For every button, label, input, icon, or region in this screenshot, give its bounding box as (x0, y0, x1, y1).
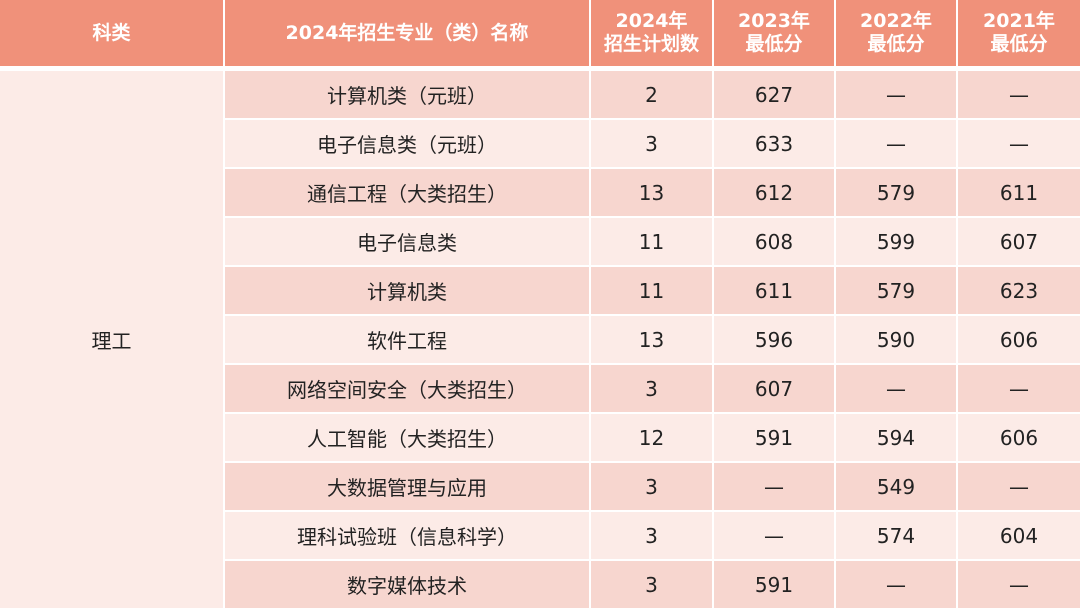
table-row: 理工 计算机类（元班） 2 627 — — (0, 68, 1080, 610)
min-2023-cell: — (713, 462, 836, 512)
header-plan-2024: 2024年 招生计划数 (590, 0, 714, 71)
header-row: 科类 2024年招生专业（类）名称 2024年 招生计划数 2023年 最低分 … (0, 0, 1080, 71)
min-2021-cell: 606 (957, 413, 1080, 463)
plan-2024-cell: 11 (590, 266, 714, 316)
plan-2024-cell: 11 (590, 217, 714, 267)
category-cell: 理工 (0, 68, 225, 610)
min-2023-cell: 633 (713, 119, 836, 169)
min-2023-cell: 591 (713, 413, 836, 463)
min-2022-cell: — (835, 119, 958, 169)
min-2021-cell: 604 (957, 511, 1080, 561)
plan-2024-cell: 13 (590, 168, 714, 218)
min-2021-cell: — (957, 364, 1080, 414)
header-plan-2024-line2: 招生计划数 (603, 33, 699, 55)
min-2022-cell: 599 (835, 217, 958, 267)
min-2022-cell: 579 (835, 266, 958, 316)
min-2021-cell: — (957, 68, 1080, 120)
plan-2024-cell: 3 (590, 560, 714, 610)
plan-2024-cell: 3 (590, 119, 714, 169)
plan-2024-cell: 3 (590, 462, 714, 512)
plan-2024-cell: 3 (590, 364, 714, 414)
min-2023-cell: 612 (713, 168, 836, 218)
min-2021-cell: 606 (957, 315, 1080, 365)
min-2023-cell: 611 (713, 266, 836, 316)
table-row: 理科试验班（信息科学） 3 — 574 604 (0, 511, 1080, 561)
min-2021-cell: 611 (957, 168, 1080, 218)
table-body: 理工 计算机类（元班） 2 627 — — 电子信息类（元班） 3 633 — … (0, 68, 1080, 610)
major-cell: 人工智能（大类招生） (224, 413, 591, 463)
major-cell: 大数据管理与应用 (224, 462, 591, 512)
table-row: 电子信息类 11 608 599 607 (0, 217, 1080, 267)
min-2023-cell: 608 (713, 217, 836, 267)
table-row: 软件工程 13 596 590 606 (0, 315, 1080, 365)
min-2022-cell: — (835, 68, 958, 120)
header-min-2022: 2022年 最低分 (835, 0, 958, 71)
min-2021-cell: 607 (957, 217, 1080, 267)
major-cell: 计算机类（元班） (224, 68, 591, 120)
min-2021-cell: — (957, 560, 1080, 610)
table-row: 通信工程（大类招生） 13 612 579 611 (0, 168, 1080, 218)
min-2023-cell: 607 (713, 364, 836, 414)
major-cell: 电子信息类 (224, 217, 591, 267)
min-2021-cell: — (957, 119, 1080, 169)
min-2022-cell: 594 (835, 413, 958, 463)
major-cell: 软件工程 (224, 315, 591, 365)
major-cell: 网络空间安全（大类招生） (224, 364, 591, 414)
table-row: 电子信息类（元班） 3 633 — — (0, 119, 1080, 169)
min-2021-cell: — (957, 462, 1080, 512)
plan-2024-cell: 2 (590, 68, 714, 120)
plan-2024-cell: 12 (590, 413, 714, 463)
header-min-2022-line2: 最低分 (867, 33, 925, 55)
min-2022-cell: 574 (835, 511, 958, 561)
table-header: 科类 2024年招生专业（类）名称 2024年 招生计划数 2023年 最低分 … (0, 0, 1080, 71)
min-2023-cell: 591 (713, 560, 836, 610)
min-2023-cell: 627 (713, 68, 836, 120)
header-min-2023: 2023年 最低分 (713, 0, 836, 71)
header-category: 科类 (0, 0, 225, 71)
min-2023-cell: — (713, 511, 836, 561)
table-row: 数字媒体技术 3 591 — — (0, 560, 1080, 610)
table-row: 人工智能（大类招生） 12 591 594 606 (0, 413, 1080, 463)
header-min-2023-line2: 最低分 (745, 33, 803, 55)
table-row: 网络空间安全（大类招生） 3 607 — — (0, 364, 1080, 414)
major-cell: 电子信息类（元班） (224, 119, 591, 169)
min-2022-cell: — (835, 364, 958, 414)
plan-2024-cell: 13 (590, 315, 714, 365)
major-cell: 数字媒体技术 (224, 560, 591, 610)
min-2022-cell: 549 (835, 462, 958, 512)
table-row: 大数据管理与应用 3 — 549 — (0, 462, 1080, 512)
min-2022-cell: 579 (835, 168, 958, 218)
min-2023-cell: 596 (713, 315, 836, 365)
major-cell: 通信工程（大类招生） (224, 168, 591, 218)
header-min-2021-line1: 2021年 (983, 10, 1055, 32)
header-major: 2024年招生专业（类）名称 (224, 0, 591, 71)
header-min-2022-line1: 2022年 (860, 10, 932, 32)
plan-2024-cell: 3 (590, 511, 714, 561)
table-row: 计算机类 11 611 579 623 (0, 266, 1080, 316)
header-plan-2024-line1: 2024年 (615, 10, 688, 32)
min-2022-cell: — (835, 560, 958, 610)
header-min-2023-line1: 2023年 (738, 10, 810, 32)
major-cell: 计算机类 (224, 266, 591, 316)
min-2021-cell: 623 (957, 266, 1080, 316)
header-min-2021-line2: 最低分 (990, 33, 1048, 55)
min-2022-cell: 590 (835, 315, 958, 365)
header-min-2021: 2021年 最低分 (957, 0, 1080, 71)
major-cell: 理科试验班（信息科学） (224, 511, 591, 561)
